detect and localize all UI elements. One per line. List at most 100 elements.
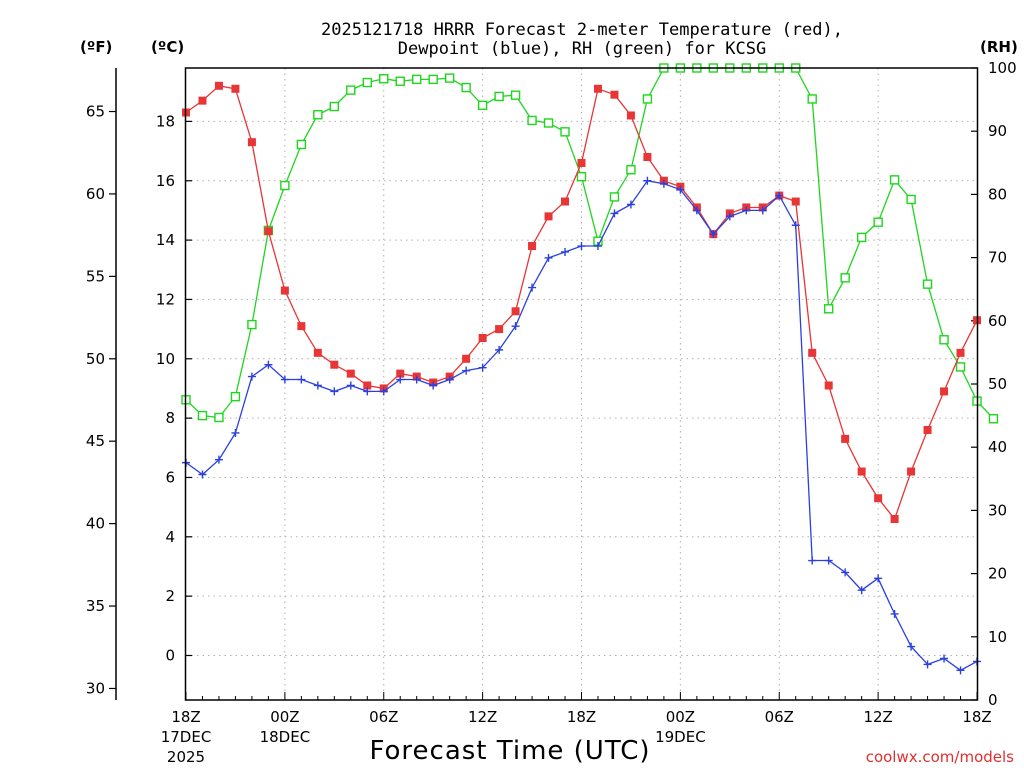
dewpoint-point (396, 375, 405, 384)
time-axis: 18Z 17DEC 2025 00Z 18DEC 06Z 12Z 18Z 00Z 19DEC 06Z… (161, 692, 992, 766)
dewpoint-point (890, 609, 899, 618)
time-tick-label: 18Z (171, 708, 200, 726)
temperature-point (280, 286, 289, 295)
rh-point (527, 115, 537, 126)
dewpoint-point (429, 381, 438, 390)
temperature-point (346, 369, 355, 378)
rh-tick-label: 90 (988, 122, 1007, 140)
dewpoint-point (363, 387, 372, 396)
credit-text: coolwx.com/models (866, 748, 1014, 766)
rh-point (807, 94, 817, 104)
dewpoint-point (725, 212, 734, 221)
dewpoint-point (247, 372, 256, 381)
fahrenheit-tick-label: 30 (86, 679, 105, 697)
fahrenheit-unit-label: (ºF) (80, 38, 112, 56)
temperature-point (478, 334, 487, 343)
rh-point (296, 139, 307, 150)
temperature-point (791, 197, 800, 206)
dewpoint-point (626, 200, 635, 209)
time-tick-label: 18Z (567, 708, 596, 726)
fahrenheit-tick-label: 55 (86, 267, 105, 285)
temperature-point (313, 348, 322, 357)
celsius-tick-label: 8 (165, 409, 175, 427)
rh-series (181, 63, 999, 424)
dewpoint-point (280, 375, 289, 384)
dewpoint-point (297, 375, 306, 384)
rh-point (395, 76, 405, 86)
dewpoint-point (676, 185, 685, 194)
dewpoint-point (857, 586, 866, 595)
rh-point (362, 77, 372, 88)
celsius-tick-label: 2 (165, 587, 175, 605)
celsius-tick-label: 6 (165, 468, 175, 486)
temperature-point (890, 515, 899, 524)
dewpoint-point (709, 230, 718, 239)
time-tick-label: 12Z (468, 708, 497, 726)
celsius-unit-label: (ºC) (151, 38, 184, 56)
temperature-point (577, 158, 586, 167)
dewpoint-point (313, 381, 322, 390)
rh-tick-label: 60 (988, 312, 1007, 330)
rh-point (510, 90, 521, 100)
dewpoint-point (495, 345, 504, 354)
rh-point (346, 85, 356, 95)
dewpoint-point (264, 360, 273, 369)
rh-point (444, 73, 455, 83)
plot-frame (184, 67, 979, 701)
time-tick-label: 06Z (765, 708, 794, 726)
rh-point (840, 273, 850, 283)
rh-point (477, 100, 488, 110)
temperature-point (544, 212, 553, 221)
temperature-point (264, 227, 273, 236)
chart-title-line-2: Dewpoint (blue), RH (green) for KCSG (398, 39, 766, 59)
time-date-label: 17DEC (161, 728, 212, 746)
rh-tick-label: 40 (988, 438, 1007, 456)
rh-point (988, 414, 999, 424)
dewpoint-point (874, 574, 883, 583)
time-tick-label: 00Z (666, 708, 695, 726)
dewpoint-point (923, 660, 932, 669)
rh-unit-label: (RH) (980, 38, 1018, 56)
temperature-point (857, 467, 866, 476)
temperature-point (330, 360, 339, 369)
temperature-point (231, 84, 240, 93)
dewpoint-series (182, 176, 981, 675)
dewpoint-point (775, 191, 784, 200)
temperature-point (808, 348, 817, 357)
temperature-point (940, 387, 949, 396)
temperature-point (923, 425, 932, 434)
dewpoint-point (956, 666, 965, 675)
dewpoint-point (544, 253, 553, 262)
dewpoint-point (841, 568, 850, 577)
fahrenheit-tick-label: 40 (86, 515, 105, 533)
rh-point (642, 94, 653, 104)
rh-point (873, 217, 883, 227)
temperature-point (214, 81, 223, 90)
temperature-point (528, 242, 537, 251)
temperature-point (198, 96, 207, 105)
temperature-point (462, 354, 471, 363)
rh-point (889, 175, 900, 185)
temperature-point (824, 381, 833, 390)
time-year-label: 2025 (167, 748, 205, 766)
dewpoint-point (742, 206, 751, 215)
x-axis-title: Forecast Time (UTC) (369, 736, 650, 766)
dewpoint-point (907, 642, 916, 651)
temperature-point (247, 138, 256, 147)
rh-point (609, 192, 620, 202)
celsius-tick-label: 12 (156, 290, 175, 308)
temperature-point (956, 348, 965, 357)
dewpoint-point (808, 556, 817, 565)
rh-point (214, 412, 224, 423)
celsius-tick-label: 10 (156, 350, 175, 368)
rh-point (379, 74, 389, 84)
rh-tick-label: 0 (988, 691, 998, 709)
rh-point (626, 165, 636, 175)
rh-tick-label: 80 (988, 185, 1007, 203)
temperature-point (610, 90, 619, 99)
dewpoint-point (528, 283, 537, 292)
temperature-point (841, 434, 850, 443)
rh-point (461, 82, 471, 93)
rh-tick-label: 100 (988, 59, 1017, 77)
chart-title-line-1: 2025121718 HRRR Forecast 2-meter Tempera… (321, 20, 843, 40)
